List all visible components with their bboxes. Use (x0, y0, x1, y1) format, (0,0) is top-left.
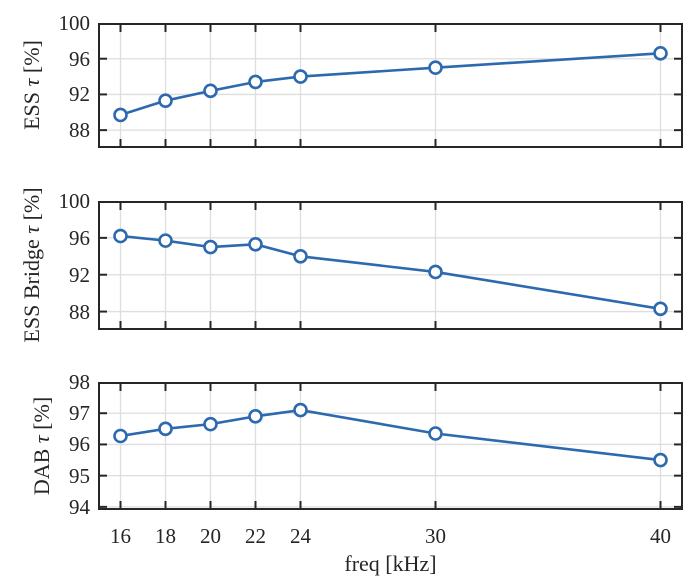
data-point-marker (248, 409, 263, 424)
x-tick-label: 16 (110, 524, 131, 548)
data-line (120, 52, 661, 117)
data-point-marker (248, 74, 263, 90)
data-point-marker (293, 402, 308, 418)
data-point-marker (293, 248, 308, 264)
tau-symbol: τ (29, 435, 54, 444)
data-point-marker (293, 69, 308, 84)
data-point-marker (248, 237, 263, 252)
y-tick-label: 94 (69, 494, 90, 519)
x-tick-label: 24 (290, 524, 311, 548)
x-tick-label: 40 (650, 524, 671, 548)
y-axis-label-ess-prefix: ESS (19, 86, 44, 130)
y-tick-label: 92 (69, 262, 90, 287)
y-tick-label: 96 (69, 46, 90, 71)
x-tick-label: 30 (425, 524, 446, 548)
y-axis-label-ess-bridge: ESS Bridge τ [%] (19, 187, 45, 342)
data-point-marker (158, 233, 173, 248)
x-axis-label: freq [kHz] (344, 551, 437, 576)
y-tick-label: 100 (58, 189, 91, 213)
data-point-marker (428, 264, 443, 280)
data-point-marker (653, 301, 668, 317)
data-line (120, 234, 661, 311)
y-tick-label: 96 (69, 432, 90, 457)
data-point-marker (203, 416, 218, 432)
y-axis-label-ess-bridge-suffix: [%] (19, 187, 44, 226)
x-tick-label: 18 (155, 524, 176, 548)
data-point-marker (203, 239, 218, 255)
x-tick-label: 22 (245, 524, 266, 548)
y-tick-label: 96 (69, 225, 90, 250)
data-point-marker (428, 426, 443, 441)
y-axis-label-ess-suffix: [%] (19, 40, 44, 79)
y-axis-label-ess: ESS τ [%] (19, 40, 45, 130)
y-tick-label: 98 (69, 370, 90, 394)
data-point-marker (113, 428, 128, 444)
y-tick-label: 88 (69, 299, 90, 324)
subplot-ess-axes (98, 23, 683, 148)
y-axis-label-dab-suffix: [%] (29, 396, 54, 436)
tau-symbol: τ (19, 225, 44, 234)
subplot-canvas (98, 382, 683, 510)
data-point-marker (158, 93, 173, 108)
data-point-marker (653, 46, 668, 61)
subplot-canvas (98, 201, 683, 330)
y-axis-label-dab: DAB τ [%] (29, 397, 55, 495)
y-tick-label: 92 (69, 82, 90, 107)
subplot-dab-axes (98, 382, 683, 510)
data-point-marker (158, 421, 173, 437)
y-tick-label: 95 (69, 463, 90, 488)
data-line (120, 408, 661, 462)
y-axis-label-ess-bridge-prefix: ESS Bridge (19, 233, 44, 343)
y-tick-label: 100 (58, 11, 91, 35)
y-tick-label: 97 (69, 401, 90, 426)
axes-frame (98, 201, 683, 330)
subplot-canvas (98, 23, 683, 148)
data-point-marker (113, 228, 128, 244)
y-tick-label: 88 (69, 118, 90, 143)
data-point-marker (113, 107, 128, 123)
tau-symbol: τ (19, 78, 44, 87)
y-axis-label-dab-prefix: DAB (29, 443, 54, 496)
data-point-marker (428, 60, 443, 75)
axes-frame (98, 23, 683, 148)
axes-frame (98, 382, 683, 510)
data-point-marker (653, 452, 668, 468)
x-tick-label: 20 (200, 524, 221, 548)
data-point-marker (203, 83, 218, 99)
subplot-ess-bridge-axes (98, 201, 683, 330)
